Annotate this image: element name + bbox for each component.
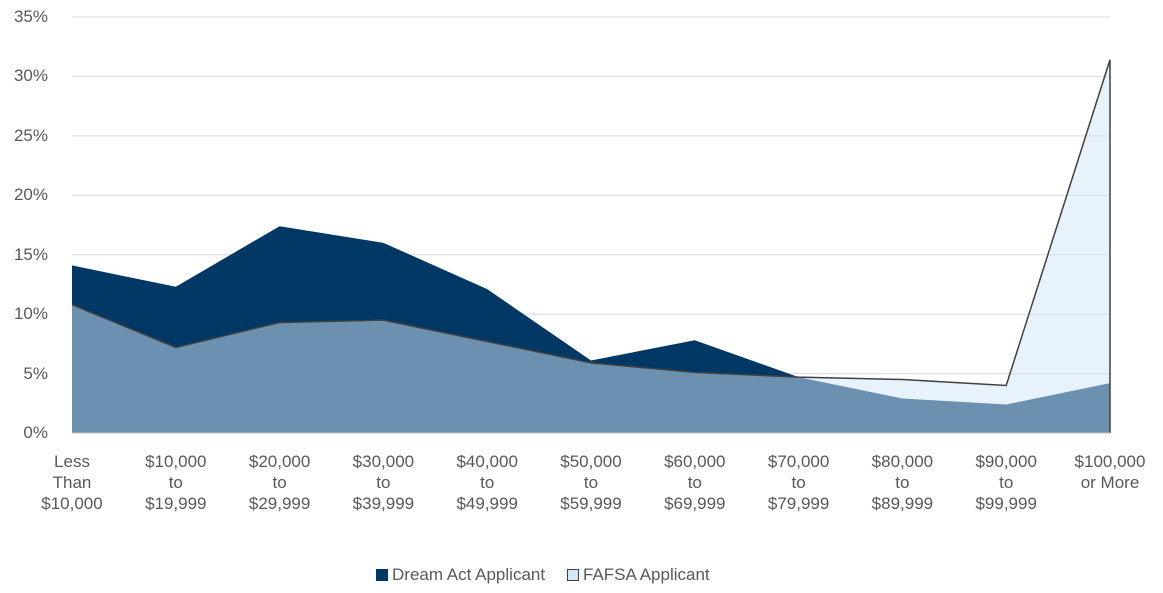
legend-item: Dream Act Applicant [376,565,545,585]
legend-label: FAFSA Applicant [583,565,710,584]
x-tick-label: $90,000 to $99,999 [975,452,1037,513]
legend-label: Dream Act Applicant [392,565,546,584]
x-tick-label: $60,000 to $69,999 [664,452,726,513]
legend-swatch [376,569,388,581]
x-tick-label: $100,000 or More [1074,452,1146,492]
x-tick-label: $80,000 to $89,999 [871,452,934,513]
x-tick-label: $30,000 to $39,999 [352,452,415,513]
y-tick-label: 5% [23,363,48,383]
x-tick-label: $20,000 to $29,999 [248,452,311,513]
x-tick-label: Less Than $10,000 [41,452,103,513]
y-tick-label: 20% [13,185,48,205]
area [72,59,1110,433]
y-tick-label: 10% [13,304,48,324]
area-outline [71,59,1111,433]
legend-item: FAFSA Applicant [567,565,710,585]
y-tick-label: 35% [13,7,48,26]
y-tick-label: 0% [23,423,48,442]
y-tick-label: 25% [13,125,48,145]
y-tick-label: 15% [13,244,48,264]
x-tick-label: $50,000 to $59,999 [560,452,622,513]
legend-swatch [567,569,579,581]
y-tick-label: 30% [13,66,48,86]
x-tick-label: $70,000 to $79,999 [767,452,830,513]
x-tick-label: $10,000 to $19,999 [145,452,207,513]
x-tick-label: $40,000 to $49,999 [456,452,518,513]
